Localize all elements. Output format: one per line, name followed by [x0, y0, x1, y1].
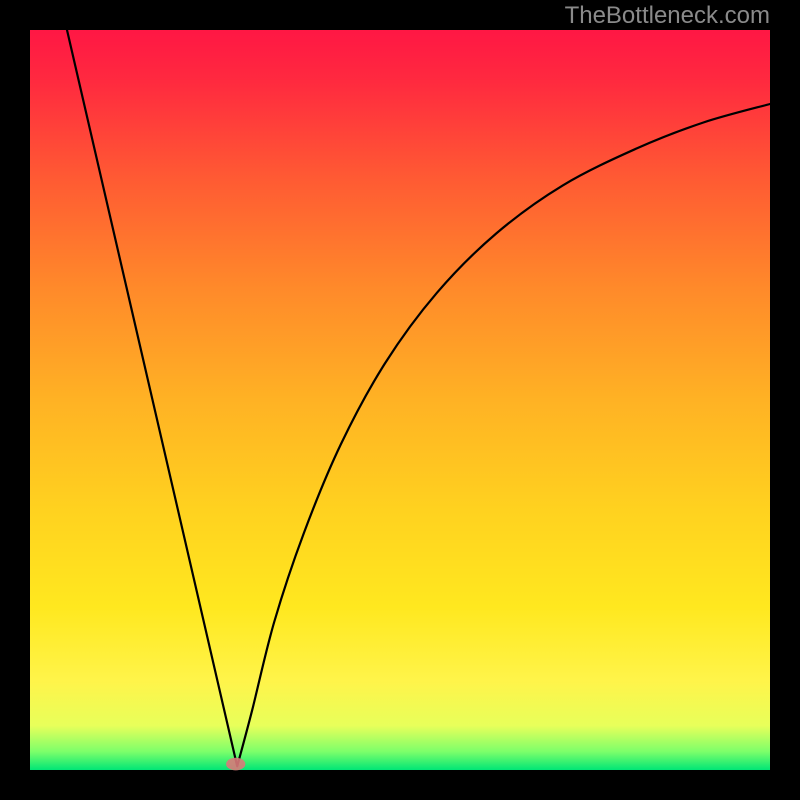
- chart-frame: TheBottleneck.com: [0, 0, 800, 800]
- watermark-label: TheBottleneck.com: [565, 2, 770, 30]
- plot-area: [30, 30, 770, 770]
